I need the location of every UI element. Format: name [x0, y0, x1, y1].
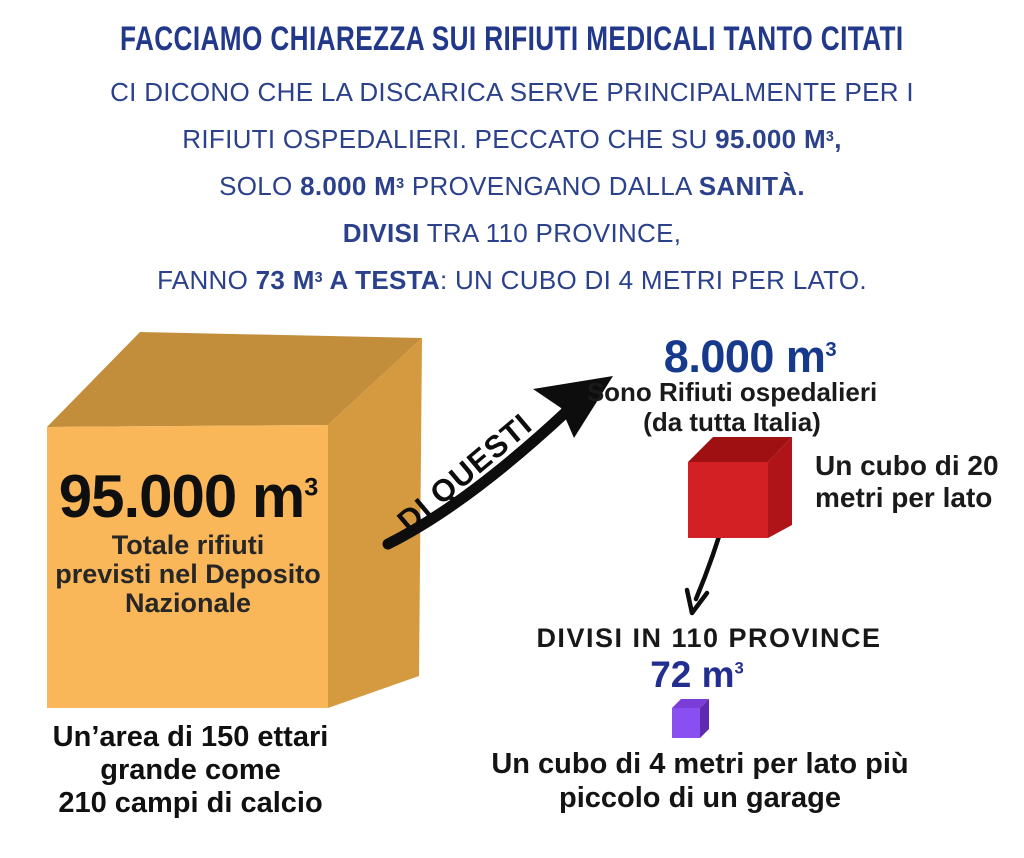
province-caption: Un cubo di 4 metri per lato più piccolo …	[491, 748, 909, 814]
intro-line-5: FANNO 73 M3 A TESTA: UN CUBO DI 4 METRI …	[157, 265, 867, 295]
intro-line-4: DIVISI TRA 110 PROVINCE,	[342, 218, 682, 248]
deposito-cube-front-face	[47, 425, 328, 708]
intro-paragraph: CI DICONO CHE LA DISCARICA SERVE PRINCIP…	[0, 69, 1024, 304]
ospedalieri-cube-side-face	[768, 437, 792, 538]
page-title: FACCIAMO CHIAREZZA SUI RIFIUTI MEDICALI …	[0, 20, 1024, 59]
province-cube	[672, 699, 709, 738]
page-title-text: FACCIAMO CHIAREZZA SUI RIFIUTI MEDICALI …	[120, 20, 904, 58]
intro-line-2: RIFIUTI OSPEDALIERI. PECCATO CHE SU 95.0…	[182, 124, 842, 154]
deposito-cube-top-face	[47, 332, 422, 427]
ospedalieri-cube	[688, 437, 792, 538]
province-cube-top-face	[672, 699, 709, 708]
ospedalieri-value: 8.000 m3	[663, 331, 837, 382]
intro-line-3: SOLO 8.000 M3 PROVENGANO DALLA SANITÀ.	[219, 171, 805, 201]
province-cube-side-face	[700, 699, 709, 738]
ospedalieri-line2: (da tutta Italia)	[643, 407, 821, 437]
intro-line-1: CI DICONO CHE LA DISCARICA SERVE PRINCIP…	[110, 77, 914, 107]
province-heading: DIVISI IN 110 PROVINCE	[536, 623, 882, 653]
deposito-value: 95.000 m3	[58, 463, 319, 530]
ospedalieri-cube-label: Un cubo di 20 metri per lato	[815, 450, 999, 513]
deposito-caption: Un’area di 150 ettari grande come 210 ca…	[52, 721, 329, 819]
province-value: 72 m3	[650, 654, 744, 695]
ospedalieri-cube-top-face	[688, 437, 792, 462]
ospedalieri-cube-front-face	[688, 462, 768, 538]
deposito-label: Totale rifiuti previsti nel Deposito Naz…	[55, 530, 321, 618]
province-cube-front-face	[672, 708, 700, 738]
small-arrow-head-icon	[684, 587, 710, 616]
ospedalieri-line1: Sono Rifiuti ospedalieri	[586, 377, 878, 407]
